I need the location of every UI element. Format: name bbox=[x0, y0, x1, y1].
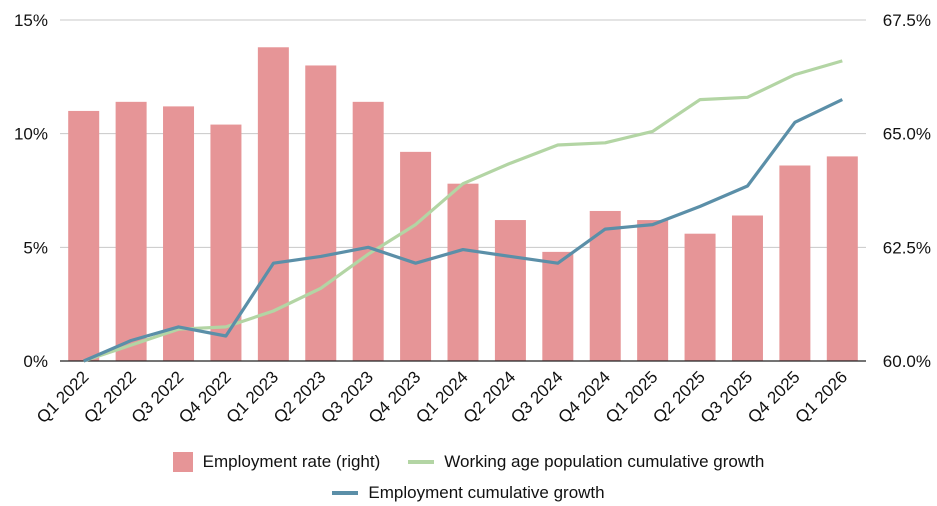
legend-label: Working age population cumulative growth bbox=[444, 452, 765, 471]
y-tick-label-right: 67.5% bbox=[883, 11, 931, 30]
bar bbox=[494, 220, 526, 361]
series-line bbox=[83, 98, 843, 363]
x-tick-label: Q1 2026 bbox=[792, 367, 852, 427]
bar bbox=[115, 101, 147, 361]
legend-label: Employment rate (right) bbox=[202, 452, 381, 471]
series-line bbox=[83, 59, 843, 363]
bar-series bbox=[68, 47, 858, 362]
bar bbox=[447, 183, 479, 361]
legend-row-2: Employment cumulative growth bbox=[0, 483, 937, 503]
legend-item-employment-rate: Employment rate (right) bbox=[172, 452, 381, 472]
bar bbox=[589, 210, 621, 361]
legend-swatch-bar bbox=[172, 452, 193, 472]
line-series bbox=[83, 59, 843, 363]
bar bbox=[352, 101, 384, 361]
bar bbox=[257, 47, 289, 361]
left-axis-ticks: 0% 5% 10% 15% bbox=[14, 11, 48, 371]
bar bbox=[731, 215, 763, 361]
legend-label: Employment cumulative growth bbox=[368, 483, 605, 502]
legend-swatch-line bbox=[408, 460, 435, 464]
bar bbox=[163, 106, 195, 362]
legend-row-1: Employment rate (right) Working age popu… bbox=[0, 452, 937, 472]
right-axis-ticks: 60.0% 62.5% 65.0% 67.5% bbox=[883, 11, 931, 371]
y-tick-label-right: 65.0% bbox=[883, 125, 931, 144]
y-tick-label-right: 62.5% bbox=[883, 238, 931, 257]
bar bbox=[68, 110, 100, 361]
chart-canvas: 0% 5% 10% 15% 60.0% 62.5% 65.0% 67.5% Q1 2022Q… bbox=[14, 11, 931, 427]
bar bbox=[542, 251, 574, 361]
y-tick-label-left: 5% bbox=[23, 238, 48, 257]
bar bbox=[637, 220, 669, 361]
legend-swatch-line bbox=[332, 491, 359, 495]
legend-item-working-age-population: Working age population cumulative growth bbox=[408, 452, 764, 472]
y-tick-label-right: 60.0% bbox=[883, 352, 931, 371]
bar bbox=[826, 156, 858, 361]
y-tick-label-left: 0% bbox=[23, 352, 48, 371]
bar bbox=[400, 151, 432, 361]
bar bbox=[305, 65, 337, 361]
legend-item-employment-growth: Employment cumulative growth bbox=[332, 483, 605, 503]
y-tick-label-left: 15% bbox=[14, 11, 48, 30]
y-tick-label-left: 10% bbox=[14, 125, 48, 144]
bar bbox=[684, 233, 716, 361]
bar bbox=[779, 165, 811, 361]
